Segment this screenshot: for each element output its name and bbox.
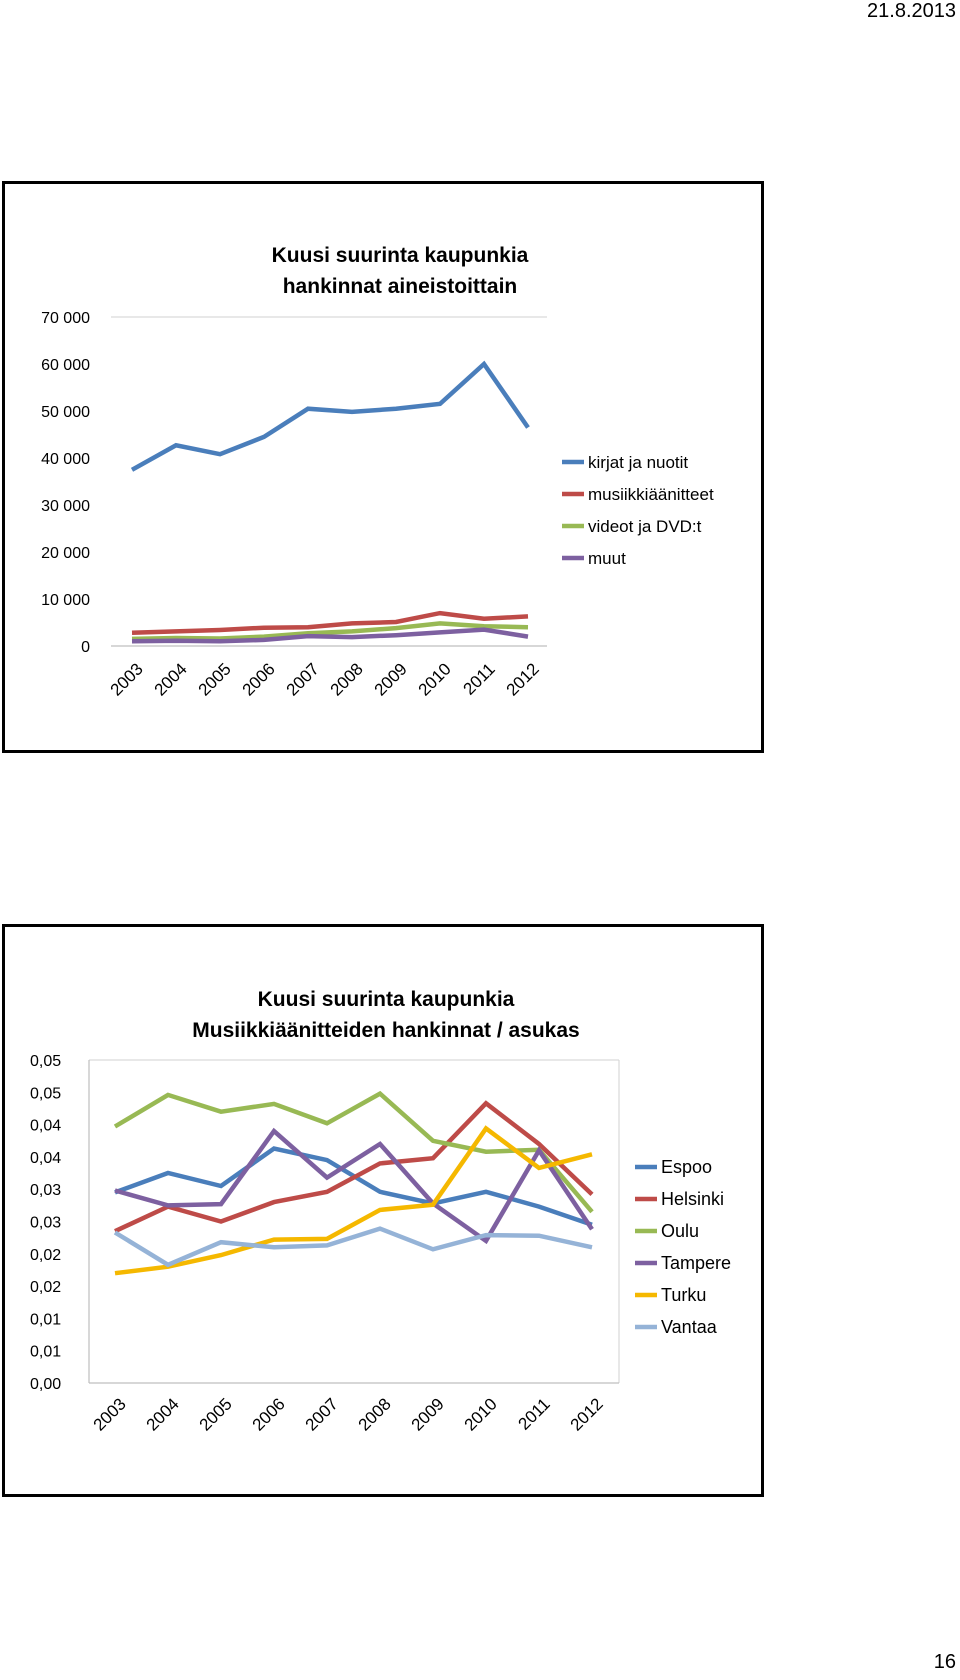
- y-tick-label: 0,01: [30, 1311, 61, 1328]
- legend-label: muut: [588, 549, 626, 568]
- page-number: 16: [933, 1651, 956, 1673]
- y-tick-label: 0,00: [30, 1376, 61, 1393]
- y-tick-label: 0,03: [30, 1215, 61, 1232]
- series-line: [113, 1226, 593, 1268]
- legend-label: Oulu: [661, 1221, 699, 1241]
- x-tick-label: 2005: [196, 1394, 236, 1434]
- page-date: 21.8.2013: [867, 0, 956, 22]
- x-tick-label: 2009: [371, 659, 411, 699]
- y-tick-label: 30 000: [41, 498, 90, 515]
- legend-label: Turku: [661, 1285, 706, 1305]
- legend-label: videot ja DVD:t: [588, 517, 702, 536]
- y-tick-label: 0,04: [30, 1150, 61, 1167]
- x-tick-label: 2009: [408, 1394, 448, 1434]
- series-line: [131, 610, 529, 636]
- x-tick-label: 2008: [327, 659, 367, 699]
- x-tick-label: 2003: [107, 659, 147, 699]
- series-line: [114, 1125, 593, 1276]
- x-tick-label: 2011: [460, 659, 499, 698]
- legend-label: Tampere: [661, 1253, 731, 1273]
- y-tick-label: 20 000: [41, 545, 90, 562]
- y-tick-label: 0,05: [30, 1053, 61, 1070]
- y-tick-label: 0,03: [30, 1182, 61, 1199]
- chart-frame-acquisitions-by-material: Kuusi suurinta kaupunkia hankinnat aineis…: [2, 181, 764, 753]
- chart-title-line: Musiikkiäänitteiden hankinnat / asukas: [192, 1019, 579, 1042]
- y-tick-label: 40 000: [41, 451, 90, 468]
- x-tick-label: 2007: [283, 659, 323, 699]
- y-tick-label: 10 000: [41, 592, 90, 609]
- series-line: [114, 1127, 594, 1245]
- chart-title-line: Kuusi suurinta kaupunkia: [272, 244, 529, 267]
- chart-frame-music-per-resident: Kuusi suurinta kaupunkia Musiikkiäänittei…: [2, 924, 764, 1497]
- x-tick-label: 2007: [302, 1394, 342, 1434]
- series-line: [130, 360, 530, 472]
- x-tick-label: 2003: [90, 1394, 130, 1434]
- legend-label: kirjat ja nuotit: [588, 453, 688, 472]
- x-tick-label: 2010: [461, 1394, 501, 1434]
- y-tick-label: 0: [81, 639, 90, 656]
- x-tick-label: 2012: [567, 1394, 607, 1434]
- y-tick-label: 0,04: [30, 1118, 61, 1135]
- series-line: [131, 627, 529, 644]
- x-tick-label: 2004: [151, 659, 191, 699]
- legend-label: Vantaa: [661, 1317, 718, 1337]
- x-tick-label: 2004: [143, 1394, 183, 1434]
- y-tick-label: 60 000: [41, 357, 90, 374]
- x-tick-label: 2005: [195, 659, 235, 699]
- series-line: [114, 1100, 594, 1234]
- chart-title-line: Kuusi suurinta kaupunkia: [258, 988, 515, 1011]
- y-tick-label: 0,01: [30, 1344, 61, 1361]
- x-tick-label: 2012: [503, 659, 543, 699]
- legend-label: Espoo: [661, 1157, 712, 1177]
- y-tick-label: 0,02: [30, 1247, 61, 1264]
- x-tick-label: 2006: [249, 1394, 289, 1434]
- x-tick-label: 2010: [415, 659, 455, 699]
- x-tick-label: 2011: [515, 1394, 554, 1433]
- x-tick-label: 2006: [239, 659, 279, 699]
- y-tick-label: 0,05: [30, 1085, 61, 1102]
- series-line: [131, 621, 529, 642]
- y-tick-label: 50 000: [41, 404, 90, 421]
- y-tick-label: 0,02: [30, 1279, 61, 1296]
- y-tick-label: 70 000: [41, 310, 90, 327]
- legend-label: Helsinki: [661, 1189, 724, 1209]
- line-chart-acquisitions: Kuusi suurinta kaupunkia hankinnat aineis…: [41, 244, 714, 700]
- chart-title-line: hankinnat aineistoittain: [283, 275, 518, 298]
- line-chart-music-per-resident: Kuusi suurinta kaupunkia Musiikkiäänittei…: [30, 988, 731, 1435]
- legend-label: musiikkiäänitteet: [588, 485, 714, 504]
- x-tick-label: 2008: [355, 1394, 395, 1434]
